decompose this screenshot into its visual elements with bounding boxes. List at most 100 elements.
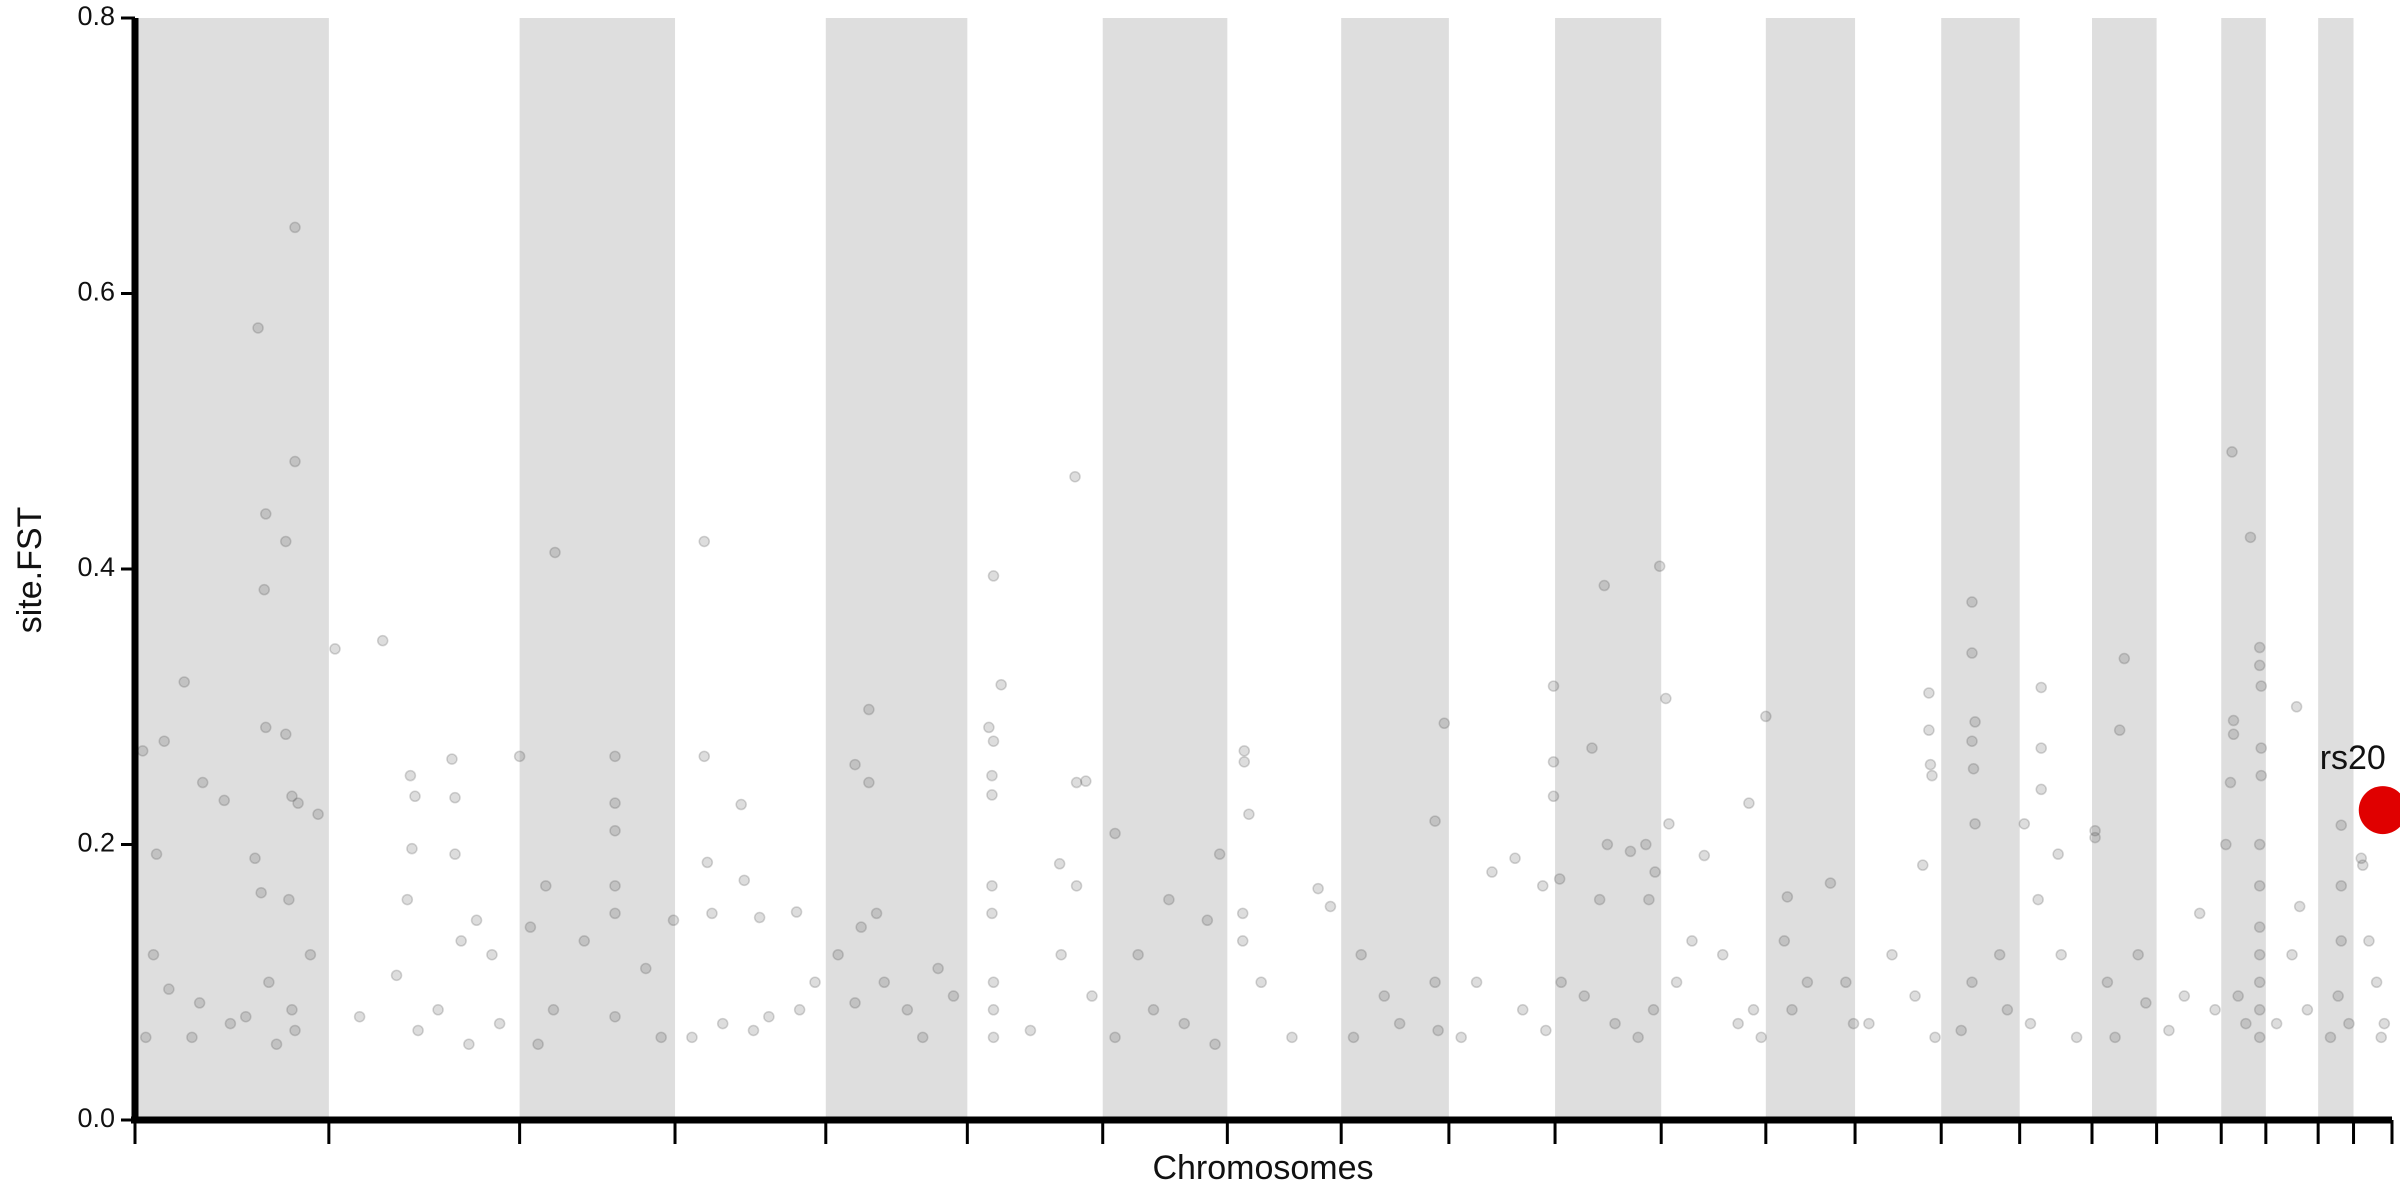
point — [224, 1017, 237, 1030]
point — [2132, 948, 2144, 961]
point — [986, 789, 998, 801]
point — [2253, 838, 2266, 851]
point — [1967, 762, 1980, 775]
point — [1547, 756, 1560, 768]
point — [260, 721, 272, 734]
point — [609, 797, 621, 809]
point — [947, 990, 960, 1002]
point — [1732, 1017, 1744, 1030]
point — [2270, 1017, 2283, 1030]
point — [655, 1031, 667, 1044]
point — [995, 678, 1007, 691]
point — [870, 907, 883, 920]
point — [1455, 1031, 1467, 1044]
point — [2255, 769, 2267, 782]
point — [2035, 783, 2047, 796]
highlight-label: rs20 — [2320, 739, 2386, 777]
point — [2255, 680, 2267, 692]
point — [2335, 880, 2347, 892]
y-tick-label: 0.0 — [77, 1103, 115, 1133]
point — [1698, 849, 1711, 862]
point — [1909, 990, 1921, 1002]
point — [2253, 1004, 2266, 1016]
point — [698, 750, 711, 763]
point — [312, 808, 324, 820]
point — [1593, 893, 1606, 906]
point — [540, 880, 552, 892]
point — [1847, 1017, 1860, 1030]
point — [1069, 470, 1081, 483]
point — [260, 508, 272, 520]
point — [286, 1004, 298, 1016]
point — [304, 948, 317, 961]
point — [1070, 880, 1083, 892]
y-axis-label: site.FST — [11, 507, 49, 634]
point — [547, 1004, 560, 1016]
point — [1886, 948, 1898, 961]
point — [706, 907, 718, 920]
chromosome-band — [1102, 18, 1228, 1120]
point — [1536, 880, 1549, 892]
point — [1509, 852, 1521, 865]
point — [280, 535, 292, 548]
point — [240, 1010, 252, 1023]
point — [2024, 1017, 2037, 1030]
point — [832, 948, 844, 961]
point — [1516, 1004, 1529, 1016]
point — [2193, 907, 2206, 920]
point — [1670, 976, 1683, 988]
point — [1438, 717, 1451, 730]
point — [2052, 848, 2064, 860]
point — [1640, 838, 1652, 851]
point — [2140, 997, 2152, 1009]
point — [1923, 724, 1935, 736]
point — [1236, 935, 1249, 947]
point — [1109, 1031, 1121, 1044]
point — [2244, 531, 2257, 544]
point — [2324, 1031, 2337, 1044]
point — [2035, 681, 2047, 694]
point — [353, 1010, 366, 1023]
point — [1547, 680, 1560, 692]
point — [2101, 976, 2114, 988]
point — [532, 1038, 544, 1050]
point — [2035, 742, 2047, 754]
point — [2032, 893, 2044, 906]
point — [1609, 1017, 1621, 1030]
point — [609, 1010, 621, 1023]
point — [255, 886, 267, 899]
point — [1429, 815, 1441, 827]
point — [280, 728, 292, 741]
point — [163, 983, 175, 995]
point — [218, 794, 230, 807]
point — [1586, 742, 1598, 754]
point — [1643, 893, 1655, 906]
point — [2357, 859, 2369, 871]
point — [1632, 1031, 1644, 1044]
chromosome-band — [1341, 18, 1449, 1120]
point — [1786, 1004, 1798, 1016]
point — [987, 976, 1000, 988]
point — [738, 874, 751, 887]
point — [1686, 935, 1698, 947]
point — [449, 791, 461, 804]
point — [2253, 948, 2266, 961]
point — [863, 776, 875, 789]
point — [716, 1017, 729, 1030]
point — [470, 914, 483, 927]
point — [258, 583, 270, 596]
point — [1355, 948, 1367, 961]
point — [2335, 819, 2347, 831]
point — [2089, 824, 2101, 837]
point — [986, 769, 998, 782]
point — [2370, 976, 2383, 988]
point — [1801, 976, 1814, 988]
point — [329, 643, 341, 655]
chromosome-band — [2091, 18, 2157, 1120]
point — [1969, 818, 1981, 830]
point — [763, 1010, 775, 1023]
chromosome-band — [825, 18, 968, 1120]
point — [1924, 758, 1937, 771]
point — [578, 935, 590, 947]
point — [263, 976, 275, 988]
